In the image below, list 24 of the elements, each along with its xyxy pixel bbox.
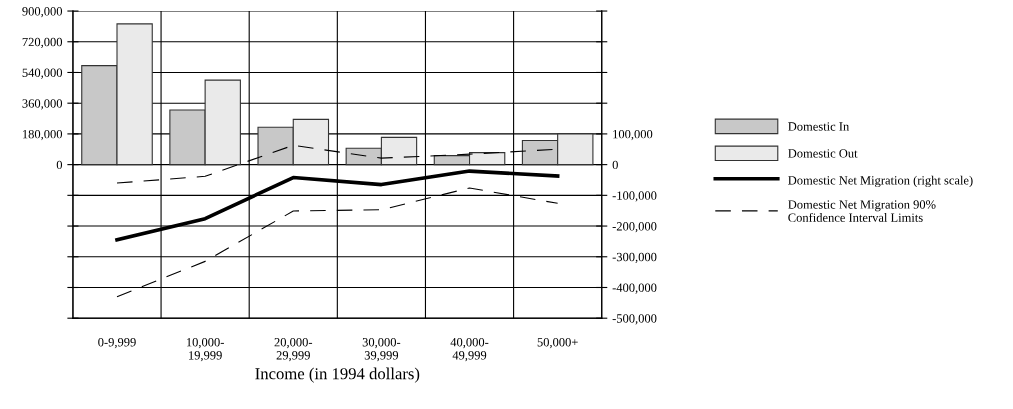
x-tick-label: 10,000- 19,999 [186, 338, 224, 362]
x-tick-label: 0-9,999 [98, 338, 136, 349]
legend-label: Domestic Net Migration 90% Confidence Interval Limits [788, 200, 936, 222]
y2-tick-label: -400,000 [612, 283, 657, 294]
y-tick-label: 540,000 [22, 68, 63, 79]
y2-tick-label: -500,000 [612, 314, 657, 325]
y-tick-label: 720,000 [22, 37, 63, 49]
y-tick-label: 360,000 [22, 99, 63, 110]
x-tick-label: 50,000+ [537, 338, 578, 349]
y2-tick-label: -100,000 [612, 191, 657, 202]
y-tick-label: 0 [56, 160, 63, 170]
x-tick-label: 30,000- 39,999 [362, 338, 401, 362]
y2-tick-label: -300,000 [612, 252, 657, 264]
y2-tick-label: 0 [612, 160, 618, 170]
y-tick-label: 900,000 [22, 7, 63, 18]
y-tick-label: 180,000 [22, 129, 63, 141]
y2-tick-label: -200,000 [612, 222, 657, 233]
x-axis-title: Income (in 1994 dollars) [255, 367, 420, 383]
y2-tick-label: 100,000 [613, 129, 653, 141]
legend-label: Domestic Out [788, 149, 858, 158]
x-tick-label: 40,000- 49,999 [450, 338, 489, 362]
legend-label: Domestic Net Migration (right scale) [788, 175, 973, 188]
x-tick-label: 20,000- 29,999 [274, 338, 313, 362]
legend-label: Domestic In [788, 122, 850, 131]
